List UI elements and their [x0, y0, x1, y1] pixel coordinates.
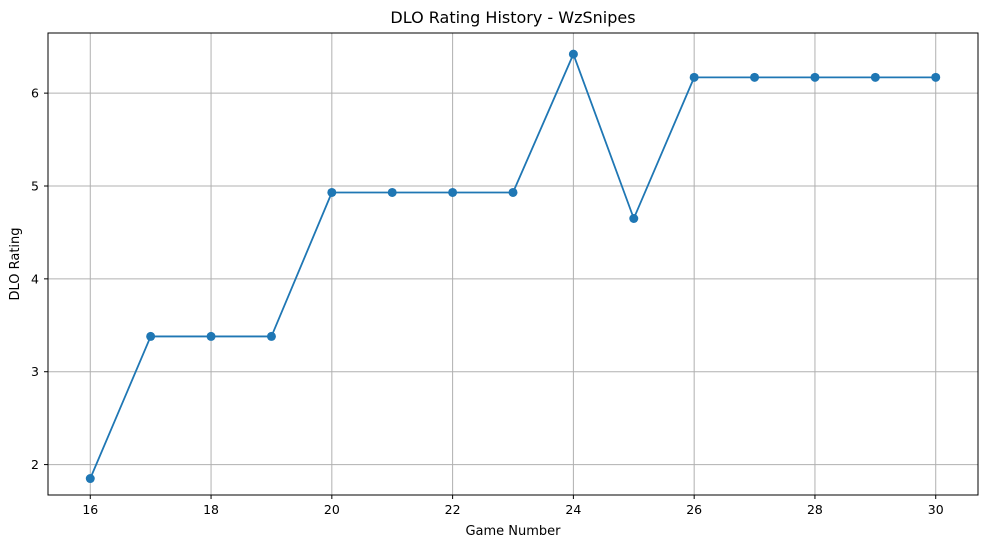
x-tick-label: 26 [686, 502, 702, 517]
y-tick-label: 2 [31, 457, 39, 472]
data-point [266, 331, 276, 341]
grid [48, 33, 978, 495]
chart-title: DLO Rating History - WzSnipes [390, 8, 635, 27]
data-point [568, 49, 578, 59]
y-axis-label: DLO Rating [8, 227, 23, 300]
x-tick-label: 16 [82, 502, 98, 517]
data-point [931, 72, 941, 82]
x-tick-label: 18 [203, 502, 219, 517]
data-point [508, 187, 518, 197]
data-point [750, 72, 760, 82]
x-tick-label: 24 [565, 502, 581, 517]
data-point [387, 187, 397, 197]
x-tick-label: 22 [445, 502, 461, 517]
data-point [85, 474, 95, 484]
x-tick-label: 30 [928, 502, 944, 517]
data-point [448, 187, 458, 197]
y-tick-label: 5 [31, 178, 39, 193]
data-point [327, 187, 337, 197]
data-point [810, 72, 820, 82]
y-tick-label: 4 [31, 271, 39, 286]
data-point [146, 331, 156, 341]
x-tick-label: 20 [324, 502, 340, 517]
x-axis-label: Game Number [465, 524, 561, 539]
plot-area-frame [47, 32, 979, 496]
data-point [689, 72, 699, 82]
ticks: 16 18 20 22 24 26 28 30 2 3 4 5 6 [31, 86, 944, 517]
y-tick-label: 3 [31, 364, 39, 379]
data-point [870, 72, 880, 82]
y-tick-label: 6 [31, 86, 39, 101]
data-point [206, 331, 216, 341]
series-layer [85, 49, 941, 484]
data-point [629, 213, 639, 223]
x-tick-label: 28 [807, 502, 823, 517]
